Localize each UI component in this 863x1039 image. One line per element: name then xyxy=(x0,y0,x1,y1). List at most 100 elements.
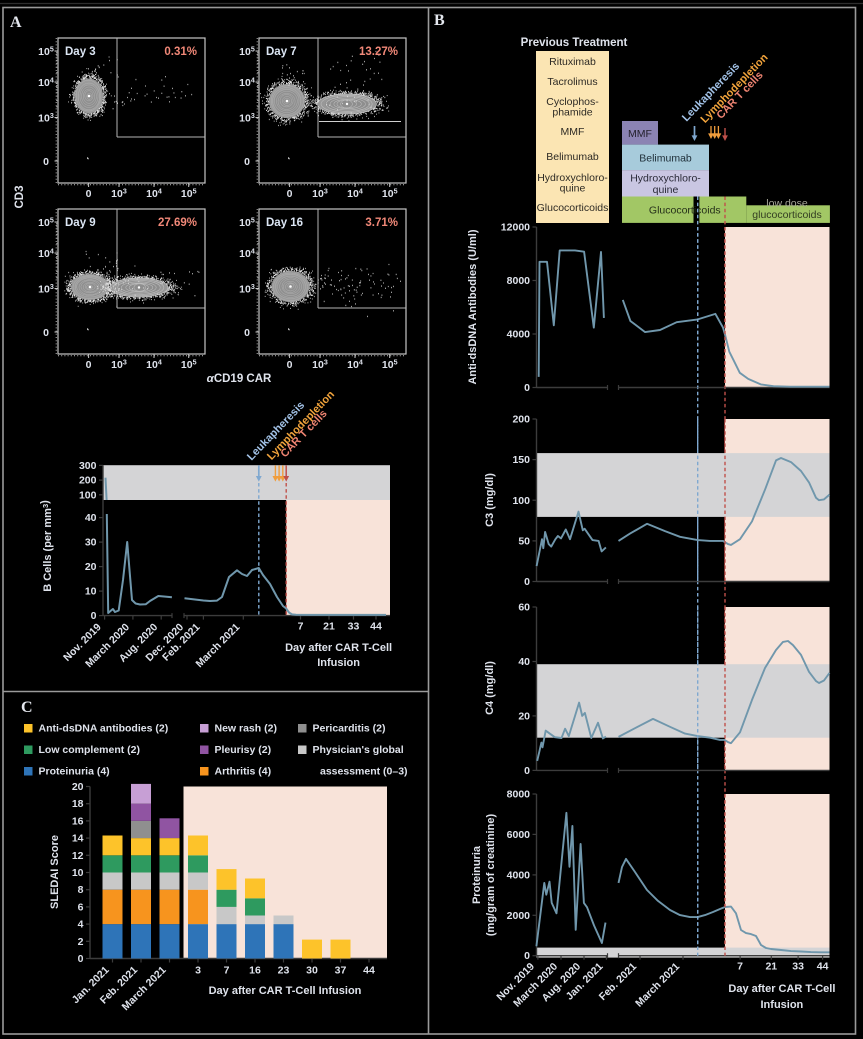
svg-text:44: 44 xyxy=(370,621,382,633)
svg-text:12000: 12000 xyxy=(501,222,530,234)
svg-text:SLEDAI Score: SLEDAI Score xyxy=(49,835,61,909)
svg-text:0: 0 xyxy=(91,610,97,622)
svg-text:MMF: MMF xyxy=(561,126,585,138)
svg-text:Belimumab: Belimumab xyxy=(639,153,692,165)
svg-text:0: 0 xyxy=(78,953,84,965)
svg-text:quine: quine xyxy=(653,184,679,196)
svg-text:33: 33 xyxy=(792,961,804,973)
svg-text:Physician's global: Physician's global xyxy=(313,744,404,756)
svg-text:Day 16: Day 16 xyxy=(266,217,303,229)
svg-text:(mg/gram of creatinine): (mg/gram of creatinine) xyxy=(485,814,497,937)
svg-text:A: A xyxy=(10,14,22,31)
svg-text:6: 6 xyxy=(78,901,84,913)
svg-text:40: 40 xyxy=(85,512,97,524)
svg-text:Proteinuria (4): Proteinuria (4) xyxy=(39,766,110,778)
svg-text:CD3: CD3 xyxy=(14,185,26,208)
svg-text:Infusion: Infusion xyxy=(317,657,360,669)
svg-text:Day after CAR T-Cell: Day after CAR T-Cell xyxy=(728,983,835,995)
svg-text:Anti-dsDNA Antibodies (U/ml): Anti-dsDNA Antibodies (U/ml) xyxy=(467,229,479,384)
svg-text:B Cells (per mm3): B Cells (per mm3) xyxy=(39,500,54,592)
svg-text:21: 21 xyxy=(765,961,777,973)
svg-text:Low complement (2): Low complement (2) xyxy=(39,744,141,756)
svg-text:Cyclophos-: Cyclophos- xyxy=(546,96,599,108)
svg-text:8000: 8000 xyxy=(507,789,531,801)
svg-text:33: 33 xyxy=(348,621,360,633)
svg-text:200: 200 xyxy=(512,414,530,426)
svg-text:27.69%: 27.69% xyxy=(158,217,197,229)
svg-text:Hydroxychloro-: Hydroxychloro- xyxy=(537,172,608,184)
svg-text:0: 0 xyxy=(524,576,530,588)
svg-text:2000: 2000 xyxy=(507,910,531,922)
svg-text:18: 18 xyxy=(72,798,84,810)
svg-text:low dose: low dose xyxy=(766,198,808,210)
svg-text:3: 3 xyxy=(195,965,201,977)
svg-text:αCD19 CAR: αCD19 CAR xyxy=(207,373,272,385)
svg-text:37: 37 xyxy=(335,965,347,977)
svg-text:0: 0 xyxy=(244,156,250,168)
svg-text:Day after CAR T-Cell: Day after CAR T-Cell xyxy=(285,642,392,654)
svg-text:10: 10 xyxy=(85,586,97,598)
svg-text:Tacrolimus: Tacrolimus xyxy=(547,76,597,88)
svg-text:0: 0 xyxy=(524,765,530,777)
svg-text:8: 8 xyxy=(78,884,84,896)
svg-text:Previous Treatment: Previous Treatment xyxy=(521,37,628,49)
svg-text:Proteinuria: Proteinuria xyxy=(471,845,483,904)
svg-text:C4 (mg/dl): C4 (mg/dl) xyxy=(484,661,496,715)
svg-text:100: 100 xyxy=(79,489,97,501)
svg-text:12: 12 xyxy=(72,850,84,862)
svg-text:0: 0 xyxy=(524,382,530,394)
svg-text:200: 200 xyxy=(79,475,97,487)
svg-text:Infusion: Infusion xyxy=(761,999,804,1011)
svg-text:New rash (2): New rash (2) xyxy=(215,723,277,735)
svg-text:30: 30 xyxy=(85,537,97,549)
svg-text:0: 0 xyxy=(86,359,92,371)
svg-text:Glucocorticoids: Glucocorticoids xyxy=(649,205,721,217)
svg-text:300: 300 xyxy=(79,460,97,472)
svg-text:0: 0 xyxy=(287,188,293,200)
svg-text:60: 60 xyxy=(518,602,530,614)
svg-text:phamide: phamide xyxy=(552,107,592,119)
svg-text:4: 4 xyxy=(78,919,84,931)
svg-text:0: 0 xyxy=(43,156,49,168)
svg-text:50: 50 xyxy=(518,535,530,547)
svg-text:Anti-dsDNA antibodies (2): Anti-dsDNA antibodies (2) xyxy=(39,723,169,735)
svg-text:Pericarditis (2): Pericarditis (2) xyxy=(313,723,386,735)
svg-text:0: 0 xyxy=(287,359,293,371)
svg-text:0: 0 xyxy=(86,188,92,200)
svg-text:0: 0 xyxy=(244,327,250,339)
svg-text:0: 0 xyxy=(524,950,530,962)
svg-text:23: 23 xyxy=(278,965,290,977)
svg-text:0.31%: 0.31% xyxy=(164,46,197,58)
svg-text:6000: 6000 xyxy=(507,829,531,841)
svg-text:quine: quine xyxy=(560,183,586,195)
svg-text:13.27%: 13.27% xyxy=(359,46,398,58)
svg-text:40: 40 xyxy=(518,656,530,668)
svg-text:B: B xyxy=(434,12,445,29)
svg-text:Glucocorticoids: Glucocorticoids xyxy=(537,202,609,214)
svg-text:7: 7 xyxy=(224,965,230,977)
svg-text:20: 20 xyxy=(518,710,530,722)
svg-text:30: 30 xyxy=(306,965,318,977)
svg-text:4000: 4000 xyxy=(507,329,531,341)
svg-text:44: 44 xyxy=(817,961,829,973)
svg-text:44: 44 xyxy=(363,965,375,977)
svg-text:7: 7 xyxy=(298,621,304,633)
svg-text:Hydroxychloro-: Hydroxychloro- xyxy=(630,173,701,185)
svg-text:Belimumab: Belimumab xyxy=(546,151,599,163)
svg-text:150: 150 xyxy=(512,454,530,466)
svg-text:C: C xyxy=(21,699,33,716)
svg-text:20: 20 xyxy=(85,561,97,573)
svg-text:assessment (0–3): assessment (0–3) xyxy=(320,766,408,778)
svg-text:2: 2 xyxy=(78,936,84,948)
svg-text:Rituximab: Rituximab xyxy=(549,56,596,68)
svg-text:Pleurisy (2): Pleurisy (2) xyxy=(215,744,272,756)
svg-text:14: 14 xyxy=(72,833,84,845)
svg-text:Day 3: Day 3 xyxy=(65,46,96,58)
svg-text:3.71%: 3.71% xyxy=(365,217,398,229)
svg-text:100: 100 xyxy=(512,495,530,507)
svg-text:7: 7 xyxy=(737,961,743,973)
svg-text:Day after CAR T-Cell Infusion: Day after CAR T-Cell Infusion xyxy=(209,985,362,997)
svg-text:21: 21 xyxy=(323,621,335,633)
svg-text:16: 16 xyxy=(249,965,261,977)
svg-text:Day 9: Day 9 xyxy=(65,217,96,229)
